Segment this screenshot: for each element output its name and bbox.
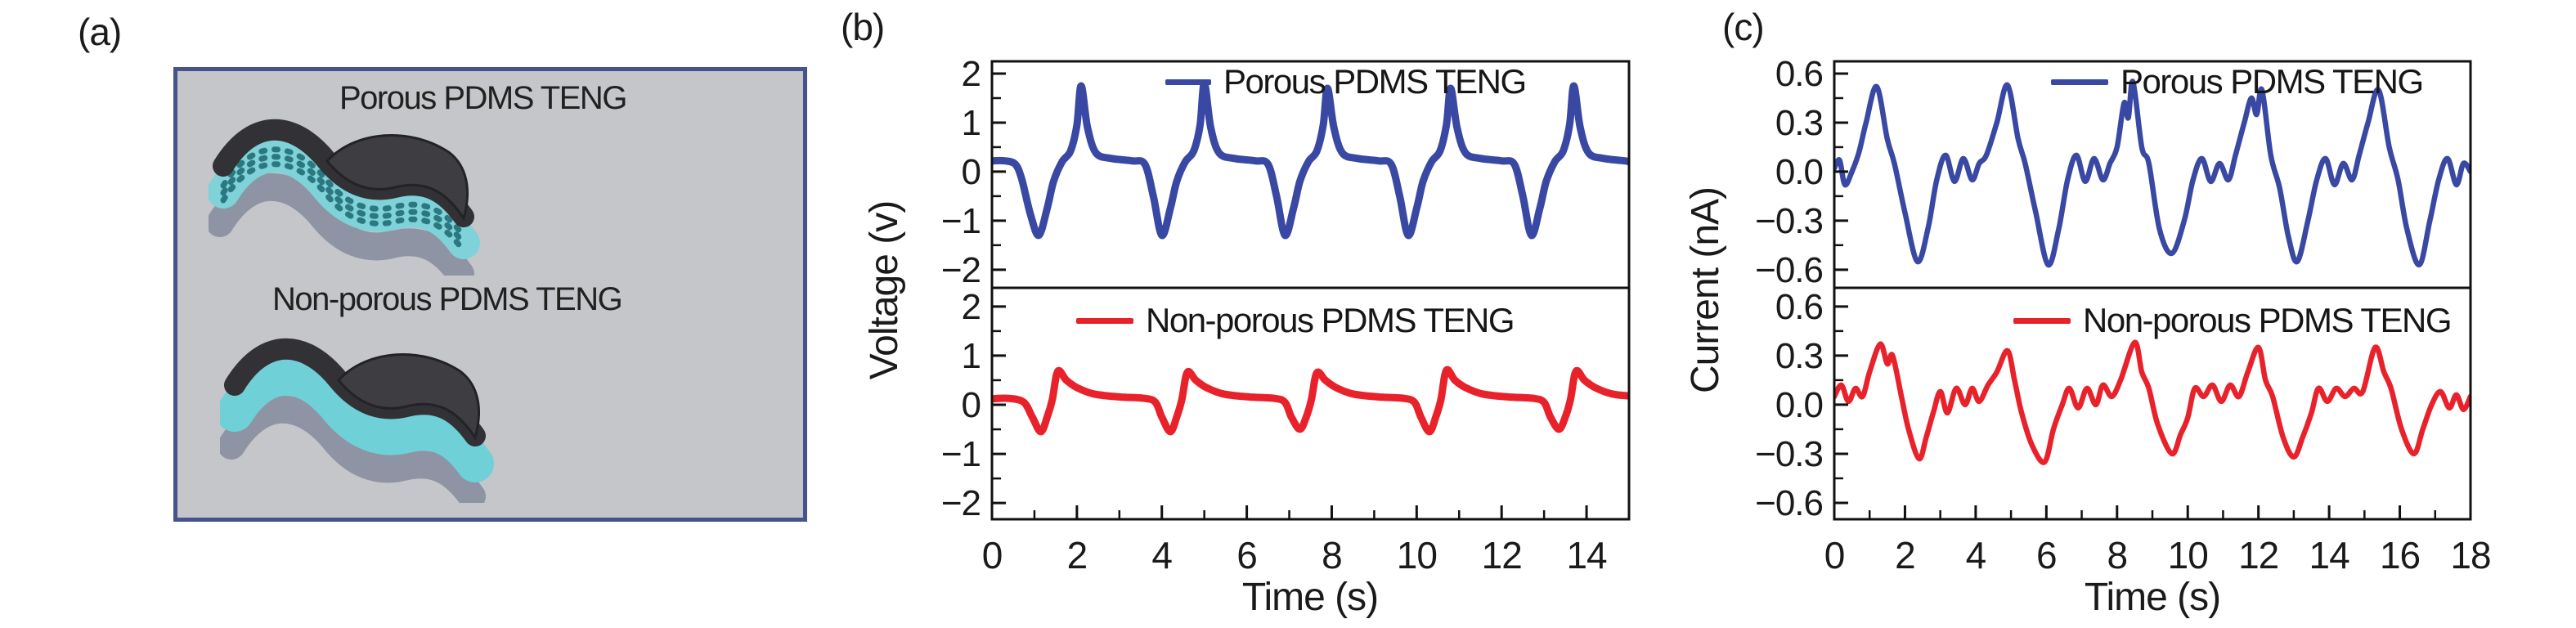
legend-voltage-porous: Porous PDMS TENG — [1165, 62, 1527, 101]
svg-text:2: 2 — [1895, 534, 1915, 576]
svg-text:−1: −1 — [941, 201, 981, 241]
legend-line-red-icon — [2013, 317, 2071, 324]
voltage-axis-title: Voltage (v) — [863, 200, 906, 380]
svg-text:18: 18 — [2450, 534, 2490, 576]
svg-text:0.6: 0.6 — [1775, 54, 1823, 94]
svg-text:0: 0 — [962, 152, 981, 192]
svg-text:10: 10 — [1397, 534, 1437, 576]
svg-text:6: 6 — [2036, 534, 2057, 576]
svg-text:−1: −1 — [941, 434, 981, 474]
legend-current-nonporous: Non-porous PDMS TENG — [2013, 301, 2453, 339]
svg-text:0: 0 — [962, 385, 981, 425]
porous-device-illustration — [209, 119, 480, 276]
device-schematic-box — [173, 67, 807, 522]
svg-text:14: 14 — [1566, 534, 1607, 576]
time-axis-title-current: Time (s) — [2084, 576, 2221, 619]
svg-text:−0.6: −0.6 — [1755, 483, 1823, 523]
svg-text:0.3: 0.3 — [1775, 336, 1823, 376]
svg-text:0: 0 — [982, 534, 1003, 576]
svg-text:−2: −2 — [941, 483, 981, 523]
svg-text:16: 16 — [2380, 534, 2420, 576]
svg-text:2: 2 — [962, 54, 981, 94]
nonporous-device-illustration — [220, 338, 494, 503]
svg-text:8: 8 — [1322, 534, 1342, 576]
svg-text:−0.3: −0.3 — [1755, 201, 1823, 241]
panel-c-letter: (c) — [1722, 6, 1765, 48]
svg-text:4: 4 — [1151, 534, 1172, 576]
legend-line-blue-icon — [1165, 78, 1211, 85]
svg-text:1: 1 — [962, 103, 981, 143]
nonporous-device-label: Non-porous PDMS TENG — [272, 281, 623, 317]
svg-text:8: 8 — [2107, 534, 2127, 576]
svg-text:14: 14 — [2309, 534, 2350, 576]
legend-label: Non-porous PDMS TENG — [2083, 301, 2453, 339]
legend-current-porous: Porous PDMS TENG — [2051, 62, 2424, 101]
svg-text:2: 2 — [962, 287, 981, 327]
legend-label: Non-porous PDMS TENG — [1146, 301, 1515, 339]
svg-text:6: 6 — [1236, 534, 1257, 576]
svg-text:−2: −2 — [941, 250, 981, 290]
legend-label: Porous PDMS TENG — [1223, 62, 1527, 101]
svg-text:4: 4 — [1966, 534, 1986, 576]
panel-b-letter: (b) — [841, 6, 885, 48]
svg-text:10: 10 — [2168, 534, 2208, 576]
svg-text:2: 2 — [1067, 534, 1088, 576]
svg-text:0.6: 0.6 — [1775, 287, 1823, 327]
svg-text:12: 12 — [1482, 534, 1522, 576]
svg-text:−0.6: −0.6 — [1755, 250, 1823, 290]
time-axis-title-voltage: Time (s) — [1241, 576, 1379, 619]
legend-voltage-nonporous: Non-porous PDMS TENG — [1076, 301, 1515, 339]
svg-text:1: 1 — [962, 336, 981, 376]
svg-text:0.0: 0.0 — [1775, 385, 1823, 425]
svg-text:0.3: 0.3 — [1775, 103, 1823, 143]
svg-text:0.0: 0.0 — [1775, 152, 1823, 192]
panel-a-letter: (a) — [78, 11, 122, 53]
legend-label: Porous PDMS TENG — [2120, 62, 2424, 101]
legend-line-blue-icon — [2051, 78, 2108, 85]
porous-device-label: Porous PDMS TENG — [339, 80, 627, 116]
legend-line-red-icon — [1076, 317, 1133, 324]
current-axis-title: Current (nA) — [1684, 186, 1727, 394]
svg-text:−0.3: −0.3 — [1755, 434, 1823, 474]
svg-text:0: 0 — [1824, 534, 1845, 576]
svg-text:12: 12 — [2238, 534, 2278, 576]
